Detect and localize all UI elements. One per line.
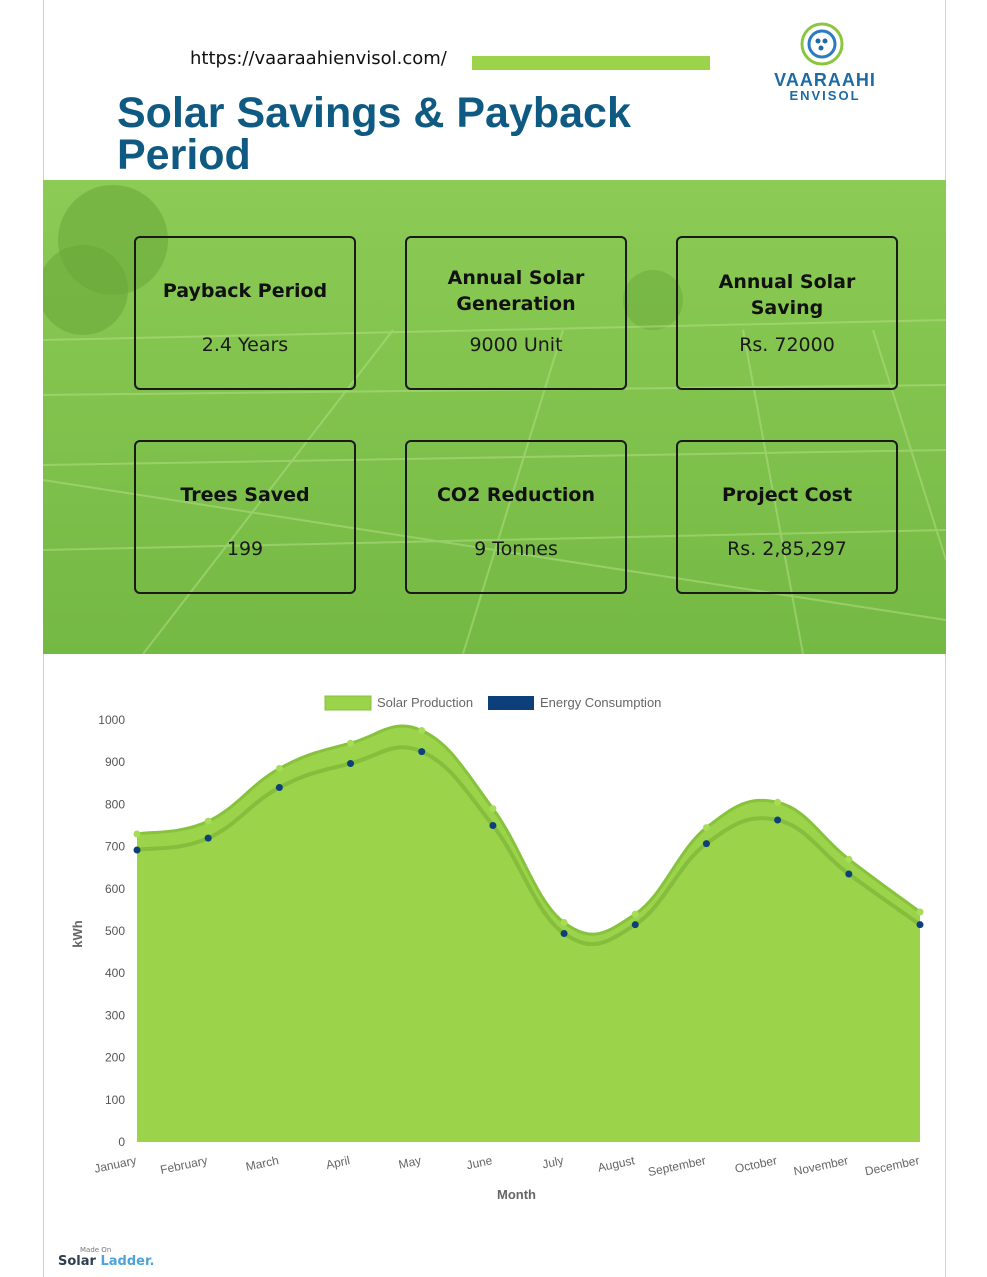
hero-panel: Payback Period 2.4 Years Annual Solar Ge… [43,180,946,654]
card-title: CO2 Reduction [436,484,595,506]
page-title: Solar Savings & Payback Period [117,89,631,179]
card-title: Trees Saved [180,484,310,506]
card-value: Rs. 72000 [739,334,835,356]
y-tick-label: 500 [105,924,125,938]
solar-production-point [702,824,710,832]
y-tick-label: 800 [105,797,125,811]
solar-production-point [133,830,141,838]
x-tick-label: September [647,1153,707,1179]
energy-consumption-point [347,759,355,767]
solar-production-point [631,910,639,918]
card-annual-saving: Annual Solar Saving Rs. 72000 [676,236,898,390]
company-logo [800,22,844,66]
energy-consumption-point [631,921,639,929]
x-axis-title: Month [497,1187,536,1202]
energy-consumption-point [275,784,283,792]
footer-made-on: Made On [80,1246,112,1254]
footer-brand-logo: Solar Ladder. [58,1254,154,1269]
solar-production-point [418,727,426,735]
legend-swatch-consumption [488,696,534,710]
logo-ring-inner [807,29,837,59]
card-title: Annual Solar Saving [718,271,856,319]
x-tick-label: August [596,1153,636,1175]
y-tick-label: 700 [105,840,125,854]
y-tick-label: 200 [105,1051,125,1065]
card-payback-period: Payback Period 2.4 Years [134,236,356,390]
solar-production-point [916,908,924,916]
x-tick-label: December [864,1153,921,1178]
production-consumption-chart: 0 100 200 300 400 500 600 700 800 900 1000 January F… [70,695,924,1202]
card-trees-saved: Trees Saved 199 [134,440,356,594]
energy-consumption-point [133,846,141,854]
energy-consumption-point [560,930,568,938]
energy-consumption-point [845,870,853,878]
website-url[interactable]: https://vaaraahienvisol.com/ [190,48,447,69]
energy-consumption-point [774,816,782,824]
y-axis-title: kWh [70,920,85,948]
x-tick-label: October [734,1153,779,1176]
card-value: 9000 Unit [469,334,563,356]
card-title: Payback Period [162,280,328,302]
card-value: 199 [226,538,264,560]
card-title: Project Cost [721,484,853,506]
solar-production-point [845,855,853,863]
x-tick-label: January [93,1153,138,1176]
y-tick-label: 400 [105,966,125,980]
y-tick-label: 0 [118,1135,125,1149]
y-tick-label: 600 [105,882,125,896]
solar-production-point [275,765,283,773]
solar-production-point [774,798,782,806]
x-tick-label: July [541,1153,565,1171]
energy-consumption-point [489,822,497,829]
solar-production-point [560,919,568,927]
x-tick-label: March [244,1153,280,1174]
solar-production-point [204,817,212,825]
legend-swatch-solar [324,695,372,711]
x-tick-label: May [397,1153,422,1171]
card-value: 9 Tonnes [474,538,558,560]
y-tick-label: 300 [105,1008,125,1022]
legend-label-solar: Solar Production [377,695,473,710]
solar-production-point [347,739,355,747]
energy-consumption-point [204,834,212,842]
solar-production-point [489,805,497,813]
card-value: 2.4 Years [201,334,289,356]
card-project-cost: Project Cost Rs. 2,85,297 [676,440,898,594]
x-tick-label: November [792,1153,849,1178]
footer-brand-a: Solar [58,1254,96,1269]
logo-ring-outer [800,22,844,66]
legend-label-consumption: Energy Consumption [540,695,661,710]
x-tick-label: June [465,1153,494,1172]
energy-consumption-point [418,748,426,756]
y-tick-label: 100 [105,1093,125,1107]
card-annual-generation: Annual Solar Generation 9000 Unit [405,236,627,390]
x-tick-label: April [325,1153,351,1172]
y-tick-label: 900 [105,755,125,769]
accent-bar [472,56,710,70]
energy-consumption-point [916,921,924,929]
x-tick-label: February [159,1153,209,1177]
y-tick-label: 1000 [98,713,125,727]
card-value: Rs. 2,85,297 [727,538,847,560]
card-title: Annual Solar Generation [447,267,585,315]
energy-consumption-point [702,840,710,848]
footer-brand-b: Ladder. [100,1254,155,1269]
logo-wordmark: VAARAAHI [774,70,876,90]
card-co2-reduction: CO2 Reduction 9 Tonnes [405,440,627,594]
logo-subwordmark: ENVISOL [789,88,861,103]
